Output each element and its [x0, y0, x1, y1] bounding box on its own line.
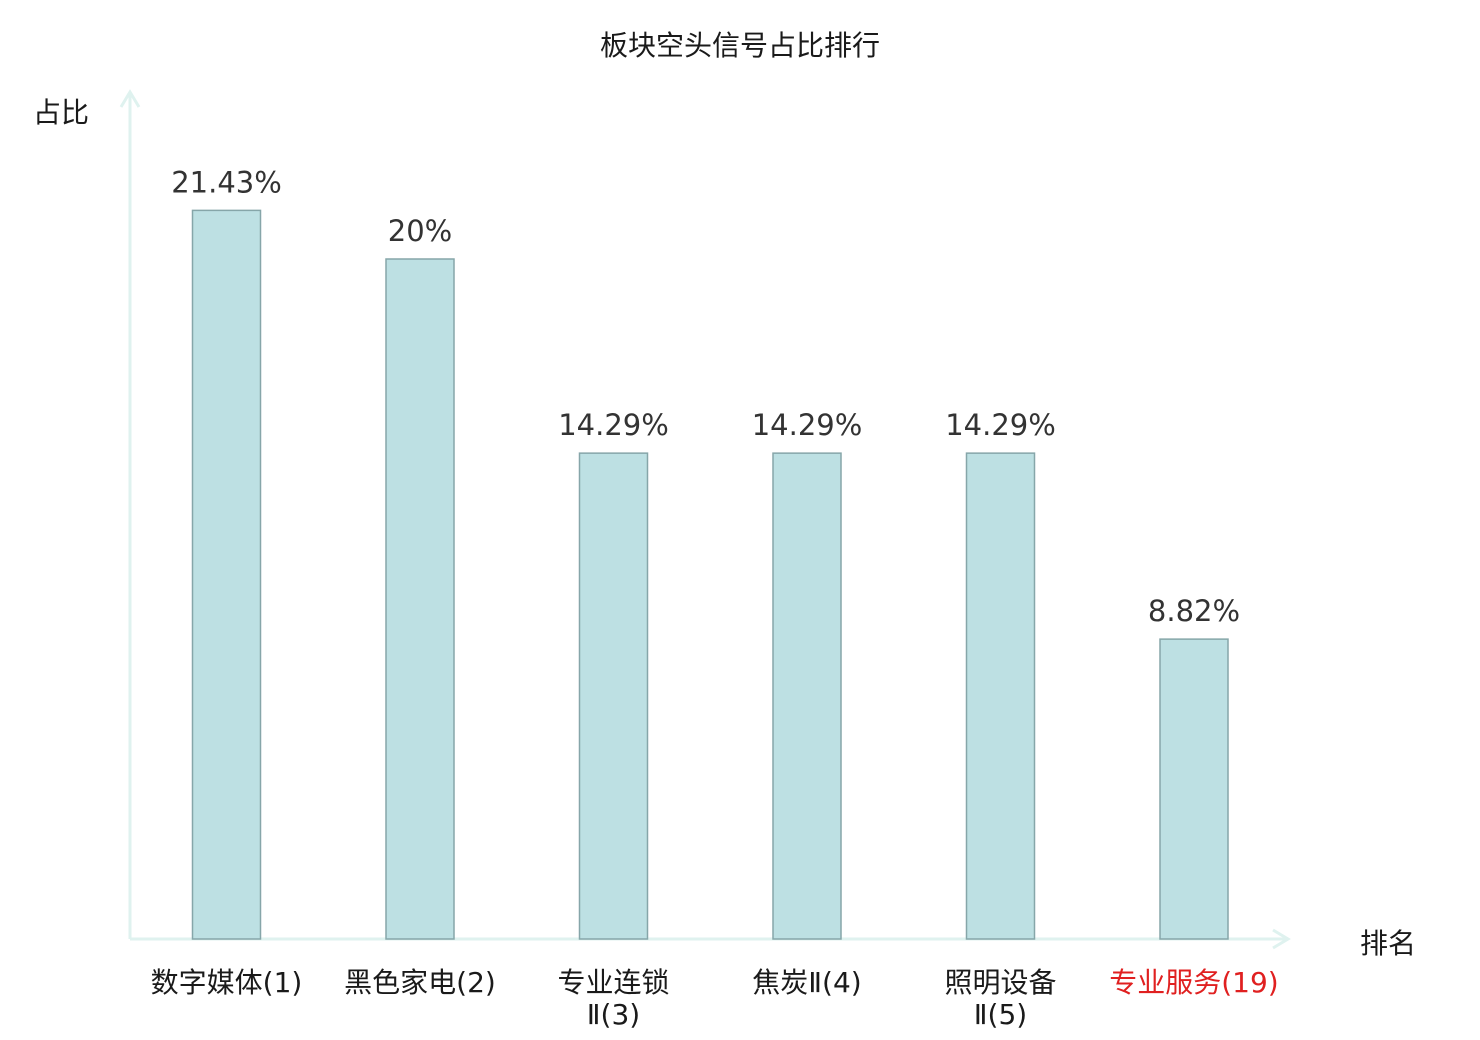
value-labels: 21.43% 20% 14.29% 14.29% 14.29% 8.82% [171, 165, 1240, 628]
bars [191, 209, 1229, 940]
x-axis-label: 排名 [1360, 927, 1417, 960]
x-tick-label-line: Ⅱ(5) [973, 998, 1028, 1031]
x-tick-label: 黑色家电(2) [325, 967, 515, 999]
x-tick-label-line: 照明设备 [944, 966, 1057, 999]
bar-value-label: 20% [388, 214, 452, 248]
x-axis-arrow [1272, 928, 1291, 950]
bar [191, 209, 262, 940]
y-axis-label: 占比 [33, 96, 90, 129]
bar [1159, 638, 1229, 940]
x-tick-label-line: 专业服务(19) [1109, 966, 1279, 999]
bar-value-label: 8.82% [1148, 594, 1240, 628]
x-tick-label-line: 焦炭Ⅱ(4) [752, 966, 862, 999]
x-tick-label-line: 专业连锁 [557, 966, 670, 999]
bar-value-label: 21.43% [171, 165, 282, 199]
x-tick-label-line: 黑色家电(2) [344, 966, 496, 999]
bar [965, 452, 1036, 940]
y-axis-arrow [119, 89, 141, 108]
bar [772, 452, 842, 940]
x-tick-label: 专业服务(19) [1099, 967, 1289, 999]
x-tick-label-line: 数字媒体(1) [150, 966, 303, 999]
bar-value-label: 14.29% [752, 408, 863, 442]
axes [119, 89, 1291, 950]
x-tick-label: 焦炭Ⅱ(4) [712, 967, 902, 999]
chart-title: 板块空头信号占比排行 [599, 29, 880, 62]
x-tick-label-line: Ⅱ(3) [586, 998, 641, 1031]
bar-value-label: 14.29% [558, 408, 669, 442]
x-tick-label: 照明设备 Ⅱ(5) [906, 967, 1096, 1031]
x-tick-label: 数字媒体(1) [132, 967, 322, 999]
bar [385, 258, 455, 940]
bar [578, 452, 649, 940]
x-tick-label: 专业连锁 Ⅱ(3) [519, 967, 709, 1031]
bar-value-label: 14.29% [945, 408, 1056, 442]
